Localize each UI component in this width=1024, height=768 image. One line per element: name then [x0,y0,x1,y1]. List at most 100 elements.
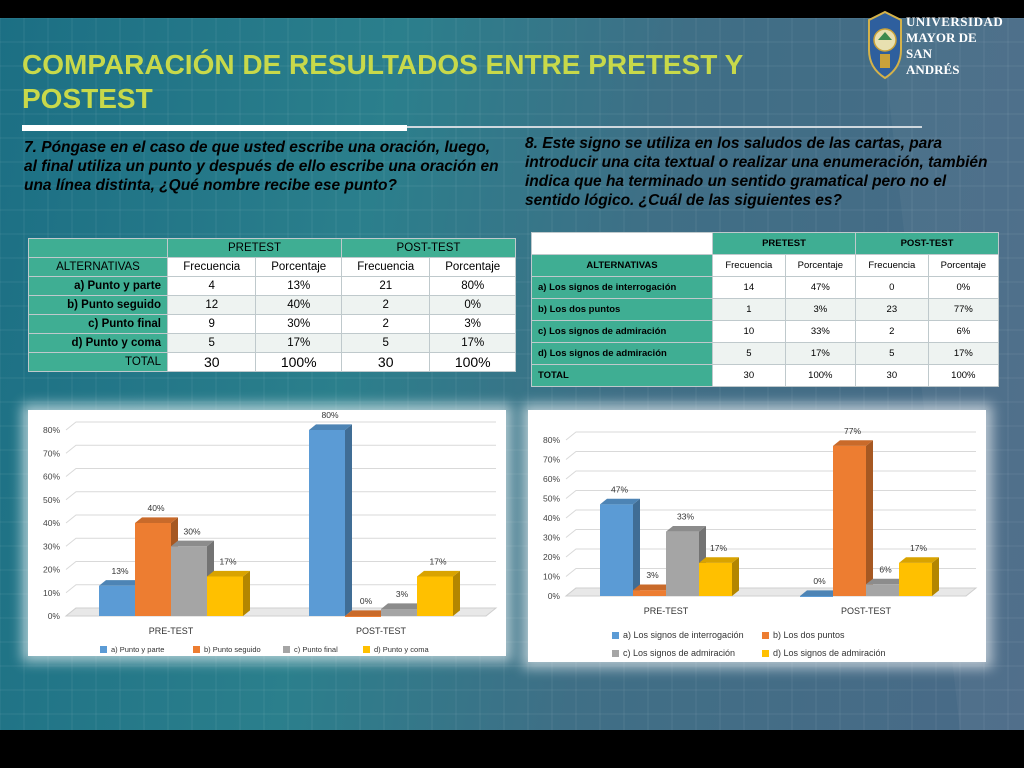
legend-label: c) Punto final [294,645,338,654]
y-tick-label: 40% [43,518,60,528]
bar [833,440,873,596]
category-label: POST-TEST [841,606,892,616]
table-row: a) Los signos de interrogación 14 47% 0 … [531,276,1000,299]
header-posttest: POST-TEST [340,238,517,258]
legend-swatch [612,632,619,639]
legend-label: a) Punto y parte [111,645,164,654]
chart-panel-q8: 0% 10% 20% 30% 40% 50% 60% 70% 80% 47% 3% 33% 17% PRE… [528,410,986,662]
cell: 17% [927,342,1000,365]
header-pretest: PRETEST [712,232,856,255]
total-label: TOTAL [28,352,168,372]
category-label: POST-TEST [356,626,407,636]
table-row: d) Los signos de admiración 5 17% 5 17% [531,342,1000,365]
data-label: 0% [360,596,373,606]
table-row: b) Punto seguido 12 40% 2 0% [28,295,516,315]
university-logo: UNIVERSIDAD MAYOR DE SAN ANDRÉS [866,8,1006,84]
table-row-total: TOTAL 30 100% 30 100% [28,352,516,372]
title-underline-thin [407,126,922,128]
gridline [65,444,496,454]
gridline [65,537,496,547]
chart-panel-q7: 0% 10% 20% 30% 40% 50% 60% 70% 80% 13% 40% 30% 17% PR… [28,410,506,656]
header-alternativas: ALTERNATIVAS [531,254,713,277]
table-row: c) Los signos de admiración 10 33% 2 6% [531,320,1000,343]
row-label: d) Los signos de admiración [531,342,713,365]
cell: 23 [854,298,929,321]
data-label: 17% [429,556,446,566]
gridline [65,584,496,594]
data-label: 17% [910,543,927,553]
row-label: a) Los signos de interrogación [531,276,713,299]
table-row-total: TOTAL 30 100% 30 100% [531,364,1000,387]
row-label: d) Punto y coma [28,333,168,353]
legend-swatch [283,646,290,653]
cell: 4 [166,276,257,296]
title-underline [22,125,407,131]
y-tick-label: 60% [543,474,560,484]
top-black-bar [0,0,1024,18]
row-label: b) Los dos puntos [531,298,713,321]
cell: 30 [854,364,929,387]
y-tick-label: 30% [43,541,60,551]
cell: 30% [255,314,342,334]
legend-label: a) Los signos de interrogación [623,630,744,640]
legend-swatch [363,646,370,653]
legend-swatch [612,650,619,657]
y-tick-label: 50% [43,495,60,505]
legend-swatch [100,646,107,653]
y-tick-label: 0% [548,591,561,601]
cell: 6% [927,320,1000,343]
y-tick-label: 30% [543,533,560,543]
data-label: 3% [396,589,409,599]
legend-label: c) Los signos de admiración [623,648,735,658]
bar [699,557,739,596]
header-porcentaje: Porcentaje [429,257,516,277]
logo-line-3: SAN [906,46,933,61]
table-row: d) Punto y coma 5 17% 5 17% [28,333,516,353]
header-pretest: PRETEST [167,238,342,258]
bottom-black-bar [0,730,1024,768]
data-label: 17% [710,543,727,553]
row-label: c) Los signos de admiración [531,320,713,343]
y-tick-label: 10% [543,572,560,582]
cell: 0 [854,276,929,299]
header-frecuencia: Frecuencia [854,254,929,277]
results-table-q8: PRETEST POST-TEST ALTERNATIVAS Frecuenci… [531,232,1000,387]
bar [800,590,840,597]
category-label: PRE-TEST [149,626,194,636]
data-label: 47% [611,484,628,494]
cell: 100% [429,352,516,372]
y-tick-label: 10% [43,588,60,598]
cell: 17% [429,333,516,353]
cell: 33% [784,320,856,343]
total-label: TOTAL [531,364,713,387]
gridline [565,431,976,441]
cell: 21 [340,276,431,296]
logo-line-4: ANDRÉS [906,62,960,77]
cell: 2 [340,314,431,334]
legend-label: d) Punto y coma [374,645,429,654]
header-frecuencia: Frecuencia [340,257,431,277]
gridline [565,451,976,460]
header-frecuencia: Frecuencia [712,254,786,277]
data-label: 80% [321,410,338,420]
bar [417,570,460,616]
data-label: 3% [646,570,659,580]
cell: 0% [429,295,516,315]
cell: 40% [255,295,342,315]
cell: 47% [784,276,856,299]
question-8: 8. Este signo se utiliza en los saludos … [525,135,988,209]
y-tick-label: 80% [43,425,60,435]
cell: 30 [712,364,786,387]
header-porcentaje: Porcentaje [784,254,856,277]
data-label: 77% [844,426,861,436]
data-label: 0% [813,576,826,586]
cell: 80% [429,276,516,296]
table-row: a) Punto y parte 4 13% 21 80% [28,276,516,296]
gridline [65,421,496,431]
cell: 14 [712,276,786,299]
logo-line-2: MAYOR DE [906,30,977,45]
cell: 5 [854,342,929,365]
cell: 100% [927,364,1000,387]
row-label: a) Punto y parte [28,276,168,296]
category-label: PRE-TEST [644,606,689,616]
